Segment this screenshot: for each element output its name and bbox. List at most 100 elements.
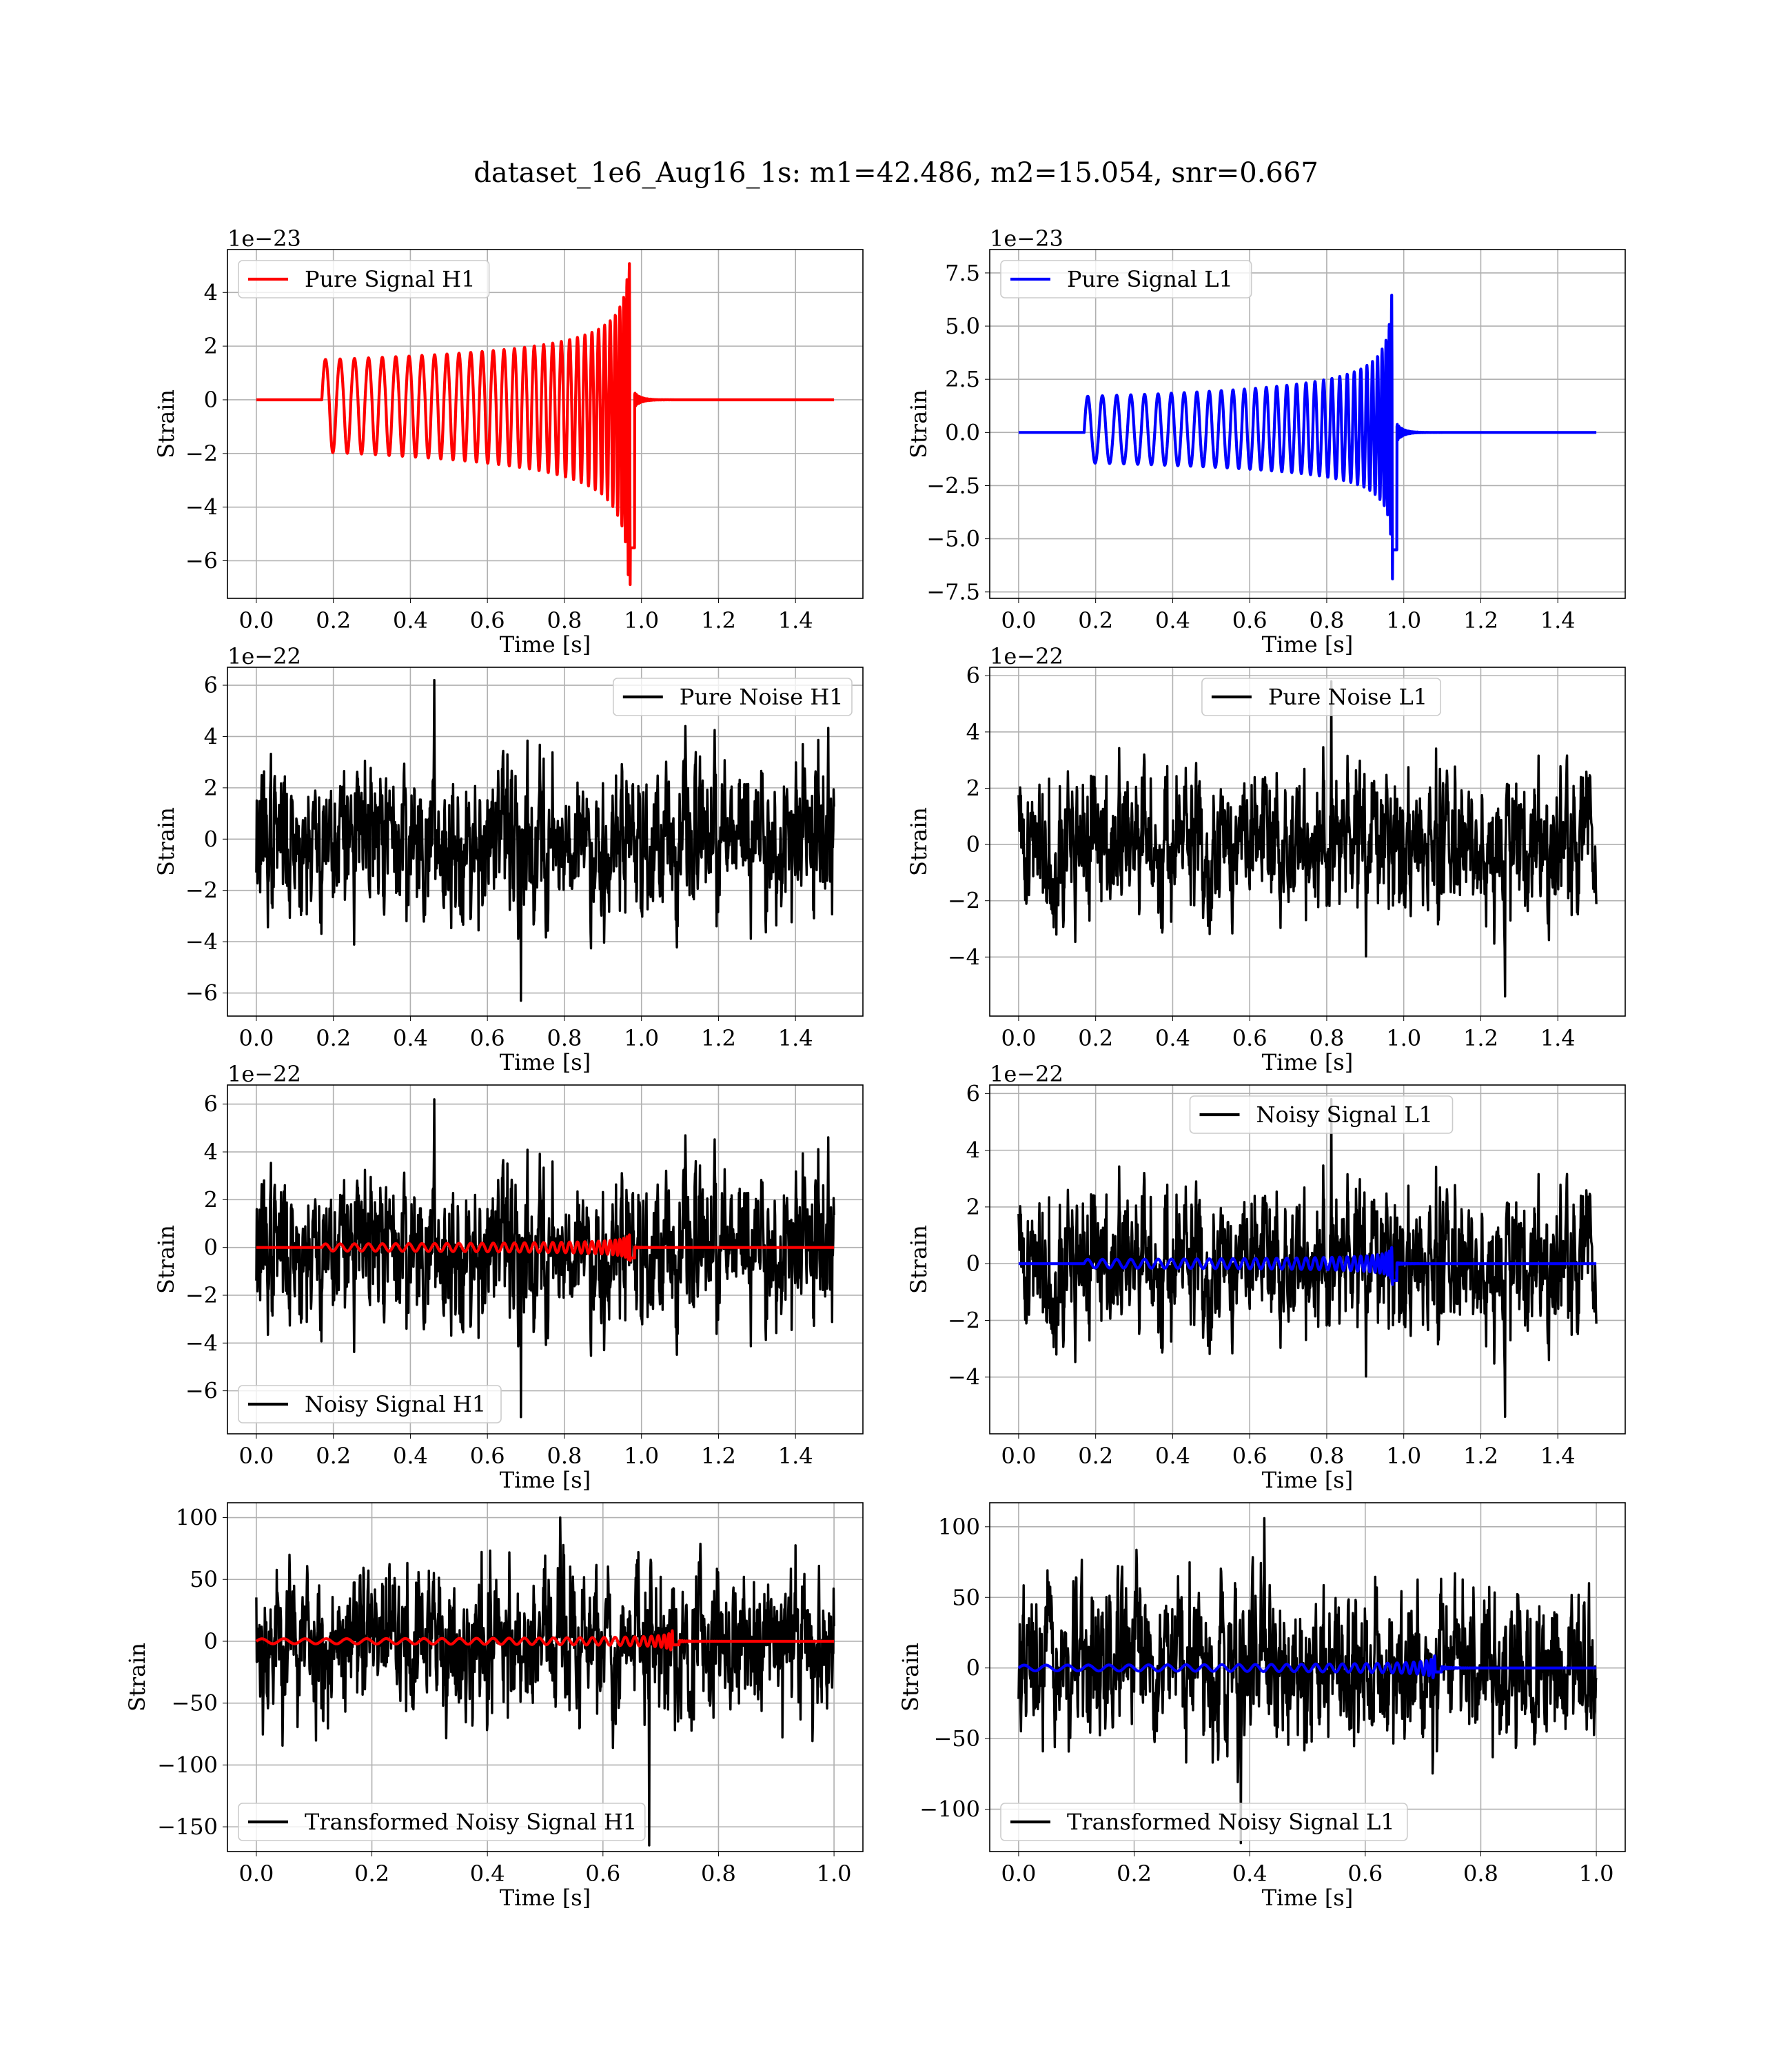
noisy-signal-h1-series-group xyxy=(255,1098,835,1419)
y-axis-label: Strain xyxy=(153,807,179,876)
x-tick-label: 0.8 xyxy=(1463,1861,1498,1887)
y-tick-label: 0.0 xyxy=(945,419,980,445)
pure-noise-l1-axes-frame xyxy=(989,667,1626,1017)
transformed-noisy-signal-h1-panel: 0.0 0.2 0.4 0.6 0.8 1.0 −150 −100 −50 0 50 100 Time … xyxy=(124,1502,864,1911)
x-tick-label: 1.0 xyxy=(817,1861,852,1887)
legend-label: Pure Signal H1 xyxy=(305,266,476,292)
pure-noise-l1-legend: Pure Noise L1 xyxy=(1201,678,1441,716)
y-tick-label: −7.5 xyxy=(926,579,980,605)
x-tick-label: 1.2 xyxy=(1463,1443,1498,1469)
transformed-noisy-signal-l1-legend: Transformed Noisy Signal L1 xyxy=(1000,1803,1408,1841)
y-axis-label: Strain xyxy=(153,1225,179,1294)
transformed-noisy-signal-l1-series-group xyxy=(1017,1517,1598,1845)
x-tick-label: 0.4 xyxy=(393,1443,428,1469)
axis-offset-text: 1e−22 xyxy=(227,1061,301,1087)
y-tick-label: 0 xyxy=(204,826,218,852)
x-tick-label: 1.2 xyxy=(701,607,736,633)
legend-box xyxy=(238,1385,502,1423)
x-tick-label: 1.0 xyxy=(624,1025,659,1051)
y-axis-label: Strain xyxy=(906,1225,932,1294)
y-tick-label: 0 xyxy=(204,1235,218,1261)
axis-offset-text: 1e−23 xyxy=(990,225,1063,252)
x-tick-label: 0.4 xyxy=(393,607,428,633)
pure-signal-h1-series-group xyxy=(255,262,835,587)
x-tick-label: 1.4 xyxy=(1540,1025,1576,1051)
legend-label: Noisy Signal L1 xyxy=(1256,1102,1434,1128)
y-tick-label: 5.0 xyxy=(945,313,980,339)
y-tick-label: 4 xyxy=(966,719,980,745)
y-tick-label: −6 xyxy=(185,980,218,1006)
y-tick-label: −2.5 xyxy=(926,472,980,498)
transformed-noisy-signal-h1-axes-frame xyxy=(227,1502,864,1852)
x-tick-label: 0.0 xyxy=(238,1443,274,1469)
x-axis-label: Time [s] xyxy=(1262,1885,1353,1911)
transformed-noisy-signal-l1-axes-frame xyxy=(989,1502,1626,1852)
figure-title: dataset_1e6_Aug16_1s: m1=42.486, m2=15.0… xyxy=(474,157,1318,189)
y-tick-label: 6 xyxy=(966,662,980,689)
transformed-noisy-signal-h1-legend: Transformed Noisy Signal H1 xyxy=(238,1803,646,1841)
noisy-signal-h1-legend: Noisy Signal H1 xyxy=(238,1385,502,1423)
legend-box xyxy=(1189,1095,1454,1134)
y-tick-label: −100 xyxy=(157,1752,218,1778)
y-tick-label: 2 xyxy=(204,1186,218,1213)
y-tick-label: −2 xyxy=(948,888,980,914)
y-tick-label: −100 xyxy=(919,1796,980,1823)
x-tick-label: 0.4 xyxy=(470,1861,505,1887)
y-tick-label: 2.5 xyxy=(945,366,980,392)
x-tick-label: 0.8 xyxy=(1309,607,1344,633)
y-tick-label: −4 xyxy=(185,1330,218,1356)
pure-noise-l1-panel: 0.0 0.2 0.4 0.6 0.8 1.0 1.2 1.4 −4 −2 0 2 4 6 Time [s]… xyxy=(906,643,1626,1075)
legend-label: Pure Signal L1 xyxy=(1067,266,1233,292)
y-tick-label: 2 xyxy=(966,775,980,801)
x-tick-label: 1.0 xyxy=(624,1443,659,1469)
x-axis-label: Time [s] xyxy=(500,631,591,658)
x-tick-label: 0.6 xyxy=(585,1861,620,1887)
y-tick-label: −4 xyxy=(185,929,218,955)
legend-label: Pure Noise H1 xyxy=(680,684,844,710)
pure-noise-l1-series-group xyxy=(1017,680,1598,998)
x-tick-label: 0.8 xyxy=(701,1861,736,1887)
axis-offset-text: 1e−22 xyxy=(990,643,1063,669)
x-tick-label: 0.6 xyxy=(470,1443,505,1469)
y-tick-label: 100 xyxy=(176,1505,218,1531)
y-tick-label: 2 xyxy=(966,1194,980,1220)
x-axis-label: Time [s] xyxy=(500,1049,591,1075)
legend-box xyxy=(1000,260,1252,298)
legend-box xyxy=(612,678,853,716)
pure-noise-h1-panel: 0.0 0.2 0.4 0.6 0.8 1.0 1.2 1.4 −6 −4 −2 0 2 4 6 Time [… xyxy=(153,643,864,1075)
x-tick-label: 1.4 xyxy=(778,607,813,633)
x-tick-label: 1.4 xyxy=(1540,607,1576,633)
x-tick-label: 0.6 xyxy=(470,607,505,633)
pure-noise-l1-noise-line xyxy=(1017,680,1598,998)
x-tick-label: 0.0 xyxy=(1001,1025,1036,1051)
x-tick-label: 0.0 xyxy=(1001,607,1036,633)
x-tick-label: 0.4 xyxy=(1232,1861,1267,1887)
noisy-signal-h1-panel: 0.0 0.2 0.4 0.6 0.8 1.0 1.2 1.4 −6 −4 −2 0 2 4 6 Time [… xyxy=(153,1061,864,1493)
pure-signal-l1-legend: Pure Signal L1 xyxy=(1000,260,1252,298)
x-tick-label: 0.6 xyxy=(470,1025,505,1051)
x-tick-label: 1.2 xyxy=(1463,607,1498,633)
pure-signal-l1-panel: 0.0 0.2 0.4 0.6 0.8 1.0 1.2 1.4 −7.5 −5.0 −2.5 0.0 2… xyxy=(906,225,1626,658)
transformed-noisy-signal-h1-signal-line xyxy=(255,1629,835,1652)
noisy-signal-l1-panel: 0.0 0.2 0.4 0.6 0.8 1.0 1.2 1.4 −4 −2 0 2 4 6 Time [s]… xyxy=(906,1061,1626,1493)
x-tick-label: 0.2 xyxy=(316,1025,351,1051)
y-tick-label: 0 xyxy=(204,387,218,413)
x-tick-label: 0.6 xyxy=(1347,1861,1383,1887)
y-tick-label: 4 xyxy=(966,1137,980,1164)
x-tick-label: 0.4 xyxy=(1155,1025,1190,1051)
axis-offset-text: 1e−22 xyxy=(990,1061,1063,1087)
x-tick-label: 0.6 xyxy=(1232,607,1267,633)
x-tick-label: 0.8 xyxy=(547,1443,582,1469)
x-tick-label: 0.2 xyxy=(1117,1861,1152,1887)
noisy-signal-l1-noise-line xyxy=(1017,1097,1598,1418)
pure-signal-l1-series-group xyxy=(1017,294,1598,580)
x-tick-label: 0.8 xyxy=(547,1025,582,1051)
x-tick-label: 1.0 xyxy=(1579,1861,1614,1887)
x-tick-label: 1.4 xyxy=(778,1443,813,1469)
pure-signal-h1-legend: Pure Signal H1 xyxy=(238,260,490,298)
pure-signal-h1-axes-frame xyxy=(227,249,864,599)
x-tick-label: 0.6 xyxy=(1232,1025,1267,1051)
x-tick-label: 0.2 xyxy=(316,607,351,633)
x-tick-label: 1.0 xyxy=(1386,1025,1421,1051)
y-axis-label: Strain xyxy=(897,1643,924,1712)
